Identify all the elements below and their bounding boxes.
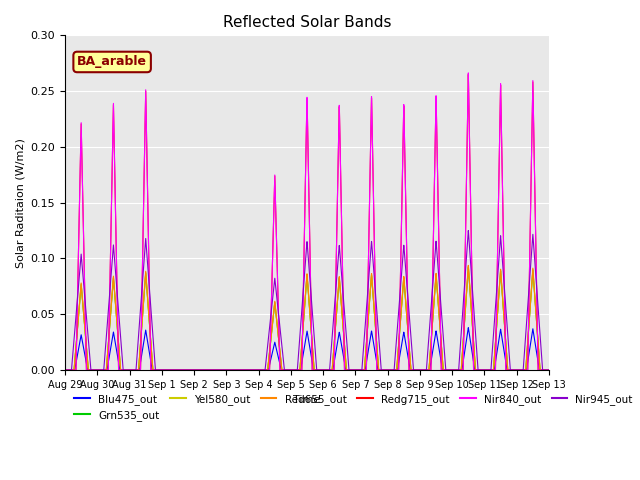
Red655_out	[388, 367, 396, 373]
Nir945_out	[415, 367, 423, 373]
Red655_out	[148, 356, 156, 362]
Yel580_out	[415, 367, 423, 373]
Blu475_out	[545, 367, 552, 373]
Redg715_out	[442, 367, 450, 373]
Nir945_out	[442, 367, 450, 373]
Nir945_out	[148, 321, 156, 327]
Grn535_out	[442, 367, 450, 373]
Redg715_out	[545, 367, 553, 373]
Red655_out	[545, 367, 553, 373]
Redg715_out	[388, 367, 396, 373]
Yel580_out	[465, 264, 472, 269]
Blu475_out	[442, 367, 450, 373]
Blu475_out	[289, 367, 296, 373]
Red655_out	[61, 367, 69, 373]
Line: Redg715_out: Redg715_out	[65, 74, 549, 370]
Nir840_out	[388, 367, 396, 373]
Redg715_out	[148, 367, 156, 373]
Yel580_out	[289, 367, 296, 373]
Line: Nir840_out: Nir840_out	[65, 73, 549, 370]
Grn535_out	[415, 367, 423, 373]
Yel580_out	[388, 367, 396, 373]
Redg715_out	[465, 72, 472, 77]
Text: BA_arable: BA_arable	[77, 56, 147, 69]
Grn535_out	[545, 367, 552, 373]
Yel580_out	[442, 367, 450, 373]
Y-axis label: Solar Raditaion (W/m2): Solar Raditaion (W/m2)	[15, 138, 25, 268]
Grn535_out	[388, 367, 396, 373]
Grn535_out	[545, 367, 553, 373]
Nir840_out	[61, 367, 69, 373]
Blu475_out	[61, 367, 69, 373]
Red655_out	[545, 367, 552, 373]
Nir840_out	[442, 367, 450, 373]
Redg715_out	[415, 367, 423, 373]
Title: Reflected Solar Bands: Reflected Solar Bands	[223, 15, 391, 30]
Nir945_out	[388, 367, 396, 373]
Red655_out	[442, 367, 450, 373]
Grn535_out	[61, 367, 69, 373]
Nir945_out	[61, 367, 69, 373]
X-axis label: Time: Time	[293, 396, 321, 405]
Nir840_out	[415, 367, 423, 373]
Yel580_out	[545, 367, 553, 373]
Blu475_out	[415, 367, 423, 373]
Line: Nir945_out: Nir945_out	[65, 230, 549, 370]
Nir840_out	[289, 367, 296, 373]
Redg715_out	[61, 367, 69, 373]
Legend: Blu475_out, Grn535_out, Yel580_out, Red655_out, Redg715_out, Nir840_out, Nir945_: Blu475_out, Grn535_out, Yel580_out, Red6…	[70, 390, 637, 425]
Grn535_out	[289, 367, 296, 373]
Redg715_out	[545, 367, 552, 373]
Nir840_out	[148, 367, 156, 373]
Yel580_out	[545, 367, 552, 373]
Blu475_out	[148, 366, 156, 372]
Blu475_out	[388, 367, 396, 373]
Line: Red655_out: Red655_out	[65, 265, 549, 370]
Yel580_out	[61, 367, 69, 373]
Nir840_out	[545, 367, 553, 373]
Line: Yel580_out: Yel580_out	[65, 266, 549, 370]
Line: Blu475_out: Blu475_out	[65, 328, 549, 370]
Grn535_out	[465, 264, 472, 270]
Nir840_out	[465, 70, 472, 76]
Yel580_out	[148, 356, 156, 362]
Nir945_out	[545, 367, 553, 373]
Red655_out	[289, 367, 296, 373]
Nir945_out	[289, 367, 296, 373]
Blu475_out	[545, 367, 553, 373]
Grn535_out	[148, 356, 156, 362]
Nir840_out	[545, 367, 552, 373]
Blu475_out	[465, 325, 472, 331]
Redg715_out	[289, 367, 296, 373]
Nir945_out	[465, 228, 472, 233]
Line: Grn535_out: Grn535_out	[65, 267, 549, 370]
Red655_out	[415, 367, 423, 373]
Nir945_out	[545, 367, 552, 373]
Red655_out	[465, 263, 472, 268]
